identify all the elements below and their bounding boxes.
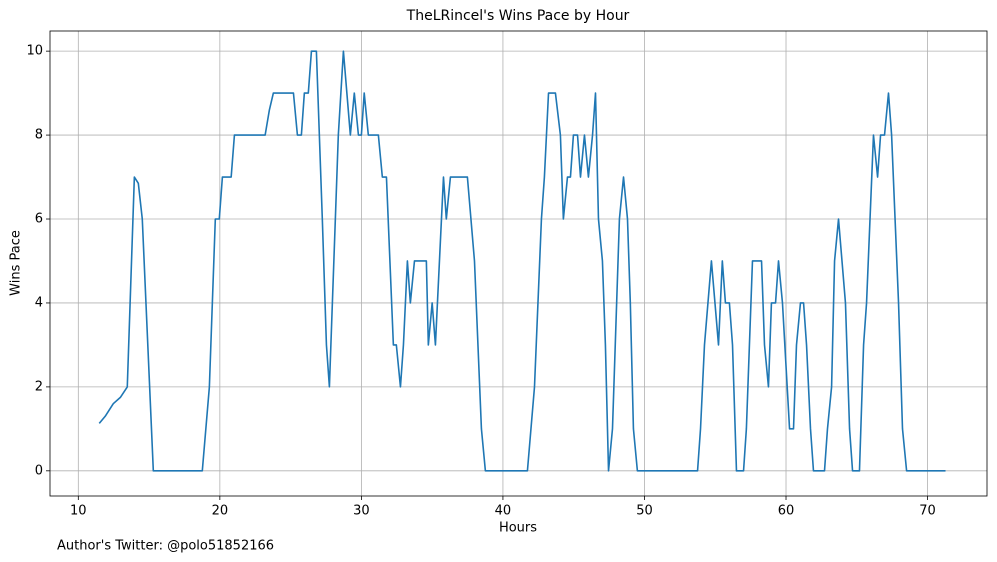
- y-tick-label: 2: [35, 379, 43, 394]
- y-tick-label: 8: [35, 128, 43, 143]
- x-axis-label: Hours: [499, 521, 537, 536]
- line: [98, 50, 946, 472]
- x-tick-label: 70: [919, 504, 936, 519]
- x-tick-label: 30: [353, 504, 370, 519]
- x-tick-label: 60: [778, 504, 795, 519]
- plot-frame: [49, 30, 988, 497]
- chart-title: TheLRincel's Wins Pace by Hour: [406, 8, 630, 24]
- y-tick-label: 6: [35, 212, 43, 227]
- annotation: Author's Twitter: @polo51852166: [57, 539, 274, 554]
- y-tick-label: 4: [35, 295, 43, 310]
- y-axis-label: Wins Pace: [9, 230, 24, 296]
- x-tick-label: 40: [495, 504, 512, 519]
- x-tick-label: 10: [70, 504, 87, 519]
- y-tick-label: 10: [26, 44, 43, 59]
- y-tick-label: 0: [35, 463, 43, 478]
- x-tick-label: 20: [212, 504, 229, 519]
- x-tick-label: 50: [636, 504, 653, 519]
